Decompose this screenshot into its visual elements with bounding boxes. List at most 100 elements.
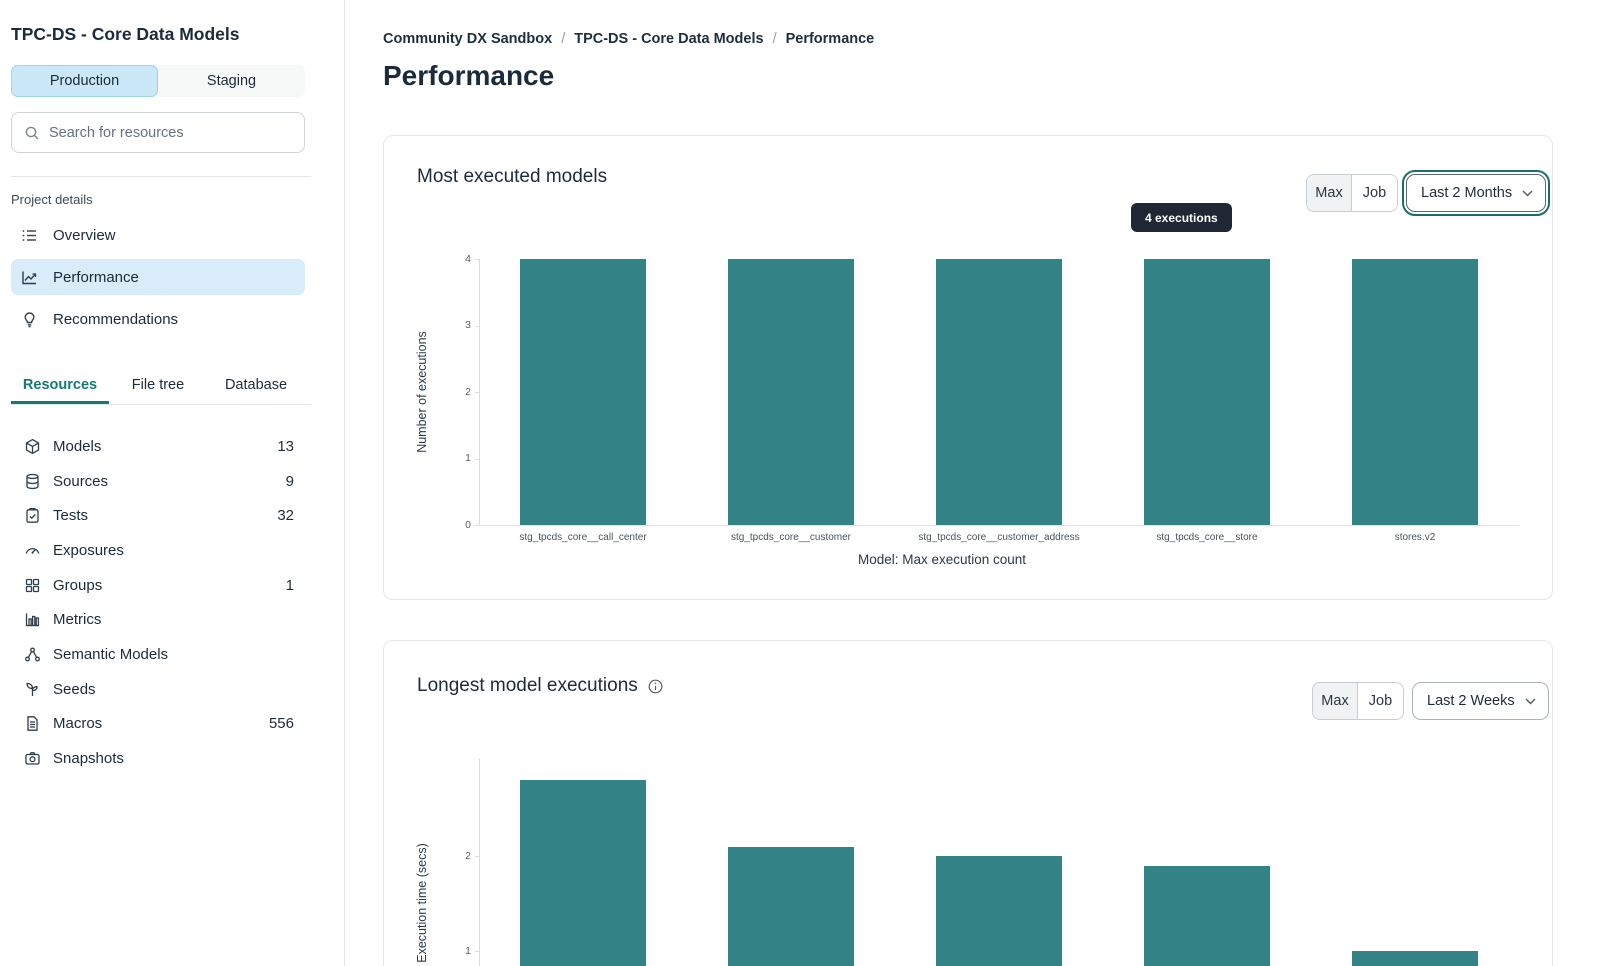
y-axis-line xyxy=(479,758,480,966)
max-button[interactable]: Max xyxy=(1313,683,1358,719)
most-executed-models-chart: Number of executions Model: Max executio… xyxy=(384,136,1552,599)
search-icon xyxy=(24,125,40,141)
time-range-value: Last 2 Months xyxy=(1421,185,1513,201)
sidebar-item-snapshots[interactable]: Snapshots xyxy=(11,741,294,776)
bar-stg_tpcds_core__call_center[interactable] xyxy=(520,259,646,525)
resource-count: 13 xyxy=(277,437,294,455)
resource-count: 32 xyxy=(277,507,294,525)
bar-stg_tpcds_core__customer[interactable] xyxy=(728,259,854,525)
most-executed-models-card: Most executed models Max Job Last 2 Mont… xyxy=(383,135,1553,600)
resource-label: Metrics xyxy=(53,611,102,629)
y-tick-mark xyxy=(475,525,479,526)
production-toggle-button[interactable]: Production xyxy=(11,65,158,97)
bar-stores.v2[interactable] xyxy=(1352,259,1478,525)
resource-label: Macros xyxy=(53,715,103,733)
x-tick-label: stg_tpcds_core__call_center xyxy=(519,532,647,543)
sidebar-item-models[interactable]: Models 13 xyxy=(11,429,294,464)
list-icon xyxy=(21,227,38,244)
resource-count: 9 xyxy=(285,472,294,490)
sidebar-item-sources[interactable]: Sources 9 xyxy=(11,464,294,499)
environment-toggle: Production Staging xyxy=(11,65,305,97)
y-tick-mark xyxy=(475,259,479,260)
resource-count: 556 xyxy=(268,715,294,733)
bar-series-0[interactable] xyxy=(520,780,646,966)
resource-label: Semantic Models xyxy=(53,645,169,663)
breadcrumb-project[interactable]: TPC-DS - Core Data Models xyxy=(574,31,764,47)
sidebar-divider xyxy=(11,176,311,177)
bar-series-4[interactable] xyxy=(1352,951,1478,966)
bar-series-2[interactable] xyxy=(936,856,1062,966)
max-button[interactable]: Max xyxy=(1307,175,1352,211)
project-title: TPC-DS - Core Data Models xyxy=(11,24,240,44)
chart-controls: Max Job Last 2 Months xyxy=(1306,170,1551,216)
sidebar-item-groups[interactable]: Groups 1 xyxy=(11,568,294,603)
project-nav: Overview Performance Recommendations xyxy=(11,217,305,343)
resource-label: Exposures xyxy=(53,541,124,559)
time-range-value: Last 2 Weeks xyxy=(1427,693,1515,709)
job-button[interactable]: Job xyxy=(1352,175,1397,211)
chart-line-icon xyxy=(21,269,38,286)
x-tick-label: stores.v2 xyxy=(1394,532,1436,543)
y-tick-label: 1 xyxy=(465,944,471,957)
y-tick-label: 4 xyxy=(465,252,471,265)
max-job-segmented-control: Max Job xyxy=(1306,174,1398,212)
main-content: Community DX Sandbox / TPC-DS - Core Dat… xyxy=(345,0,1621,966)
info-icon[interactable] xyxy=(648,679,663,694)
breadcrumb-current-page: Performance xyxy=(785,31,875,47)
y-tick-mark xyxy=(475,458,479,460)
y-tick-mark xyxy=(475,951,479,952)
tab-database[interactable]: Database xyxy=(224,376,288,393)
sidebar-item-seeds[interactable]: Seeds xyxy=(11,672,294,707)
sidebar-item-semantic-models[interactable]: Semantic Models xyxy=(11,637,294,672)
card-title-text: Longest model executions xyxy=(417,675,638,696)
resource-label: Snapshots xyxy=(53,750,124,768)
y-axis-title: Execution time (secs) xyxy=(415,843,429,963)
x-axis-line xyxy=(479,525,1519,526)
sidebar-item-label: Recommendations xyxy=(53,310,179,328)
cube-icon xyxy=(24,438,41,455)
grid-icon xyxy=(24,577,41,594)
bar-series-1[interactable] xyxy=(728,846,854,966)
sidebar-item-exposures[interactable]: Exposures xyxy=(11,533,294,568)
time-range-dropdown[interactable]: Last 2 Weeks xyxy=(1412,682,1549,720)
breadcrumb-separator: / xyxy=(772,31,777,47)
clipboard-check-icon xyxy=(24,507,41,524)
sidebar-tabs: Resources File tree Database xyxy=(11,368,311,405)
sidebar-item-overview[interactable]: Overview xyxy=(11,217,305,253)
breadcrumb-separator: / xyxy=(561,31,566,47)
resource-search[interactable] xyxy=(11,112,305,153)
lightbulb-icon xyxy=(21,311,38,328)
sidebar-item-performance[interactable]: Performance xyxy=(11,259,305,295)
resource-list: Models 13 Sources 9 Tests 32 Exposures G… xyxy=(11,429,294,776)
search-input[interactable] xyxy=(49,124,292,141)
sidebar-item-label: Overview xyxy=(53,226,116,244)
resource-label: Sources xyxy=(53,472,109,490)
file-lines-icon xyxy=(24,715,41,732)
resource-label: Tests xyxy=(53,507,89,525)
bar-stg_tpcds_core__store[interactable] xyxy=(1144,259,1270,525)
longest-model-executions-card: Longest model executions Max Job Last 2 … xyxy=(383,640,1553,966)
sidebar-item-tests[interactable]: Tests 32 xyxy=(11,498,294,533)
bar-series-3[interactable] xyxy=(1144,865,1270,966)
tab-resources[interactable]: Resources xyxy=(11,368,109,404)
nodes-icon xyxy=(24,646,41,663)
sidebar-item-recommendations[interactable]: Recommendations xyxy=(11,301,305,337)
time-range-dropdown[interactable]: Last 2 Months xyxy=(1401,170,1551,216)
sidebar-item-label: Performance xyxy=(53,268,139,286)
card-title: Longest model executions xyxy=(417,675,663,697)
job-button[interactable]: Job xyxy=(1358,683,1403,719)
y-tick-mark xyxy=(475,325,479,327)
chevron-down-icon xyxy=(1522,189,1533,197)
sidebar-item-macros[interactable]: Macros 556 xyxy=(11,707,294,742)
breadcrumb-account[interactable]: Community DX Sandbox xyxy=(383,31,553,47)
project-details-label: Project details xyxy=(11,192,93,207)
resource-label: Models xyxy=(53,437,102,455)
sidebar-item-metrics[interactable]: Metrics xyxy=(11,602,294,637)
sidebar: TPC-DS - Core Data Models Production Sta… xyxy=(0,0,345,966)
bar-stg_tpcds_core__customer_address[interactable] xyxy=(936,259,1062,525)
x-tick-label: stg_tpcds_core__customer xyxy=(730,532,852,543)
staging-toggle-button[interactable]: Staging xyxy=(206,73,257,89)
tab-file-tree[interactable]: File tree xyxy=(131,376,185,393)
gauge-icon xyxy=(24,542,41,559)
